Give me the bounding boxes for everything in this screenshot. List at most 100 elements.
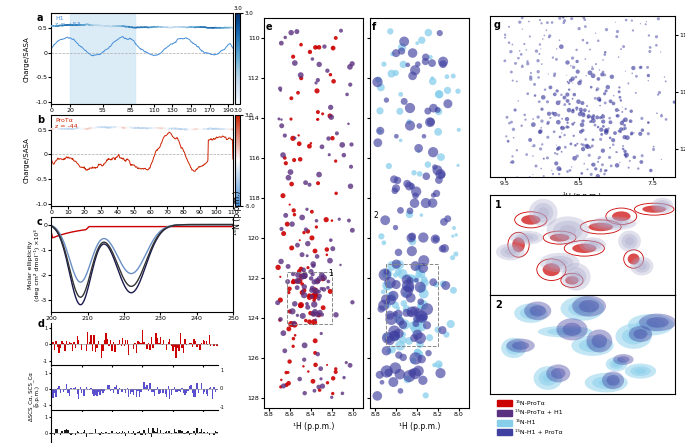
Point [147,23,158,31]
Point [553,112,564,119]
Point [114,124,125,131]
Point [345,81,356,88]
Point [174,23,185,31]
Point [106,23,117,30]
Point [150,124,161,132]
Point [283,380,294,387]
Point [166,125,177,132]
Point [123,23,134,30]
Point [53,23,64,30]
Point [547,109,558,117]
Point [62,21,73,28]
Bar [158,389,160,394]
Bar [78,389,79,399]
Point [297,214,308,221]
Point [94,22,105,29]
Point [203,24,214,31]
Y-axis label: Charge/SASA: Charge/SASA [24,138,29,183]
Point [421,173,432,180]
Point [298,266,309,273]
Point [390,185,401,192]
Point [542,154,553,161]
Point [595,136,606,143]
Point [430,236,441,243]
Point [185,126,196,133]
Point [386,315,397,323]
Point [114,23,125,30]
Point [214,125,225,132]
Bar [107,339,108,345]
Point [47,23,58,30]
Point [86,124,97,132]
Point [280,159,291,167]
Bar [143,430,145,433]
Point [337,141,348,148]
Point [525,33,536,40]
Point [405,207,416,214]
Point [308,292,319,299]
Point [103,124,114,131]
Point [64,125,75,132]
Bar [55,429,57,433]
Point [164,24,175,31]
Point [327,245,338,252]
Point [559,101,570,108]
Point [105,23,116,30]
Bar [139,431,140,433]
Point [279,154,290,161]
Point [378,61,389,68]
Point [560,144,571,151]
Point [286,221,297,228]
Bar [178,345,179,350]
Point [209,125,220,132]
Point [92,124,103,131]
Bar [99,433,101,435]
Point [91,22,102,29]
Point [84,21,95,28]
Point [199,23,210,31]
Point [128,124,139,132]
Point [627,27,638,34]
Point [588,161,599,168]
Bar [52,433,53,434]
Point [103,124,114,131]
Point [551,87,562,94]
Point [290,332,301,339]
Point [553,99,564,106]
Bar [125,433,127,436]
Point [549,128,560,135]
Bar [108,385,110,389]
Point [390,224,401,231]
Bar [386,264,438,346]
Point [280,212,291,219]
Ellipse shape [510,231,543,245]
Point [108,23,119,30]
Ellipse shape [500,246,521,258]
Point [223,24,234,31]
Point [291,278,302,285]
Point [212,125,223,132]
Ellipse shape [572,244,597,253]
Point [88,22,99,29]
Point [409,334,420,342]
Point [347,299,358,306]
Point [559,94,570,101]
Point [447,233,458,240]
Point [82,125,92,132]
Bar [187,389,188,391]
Point [108,124,119,131]
Point [586,161,597,168]
Point [616,46,627,53]
Point [565,62,576,69]
Point [129,124,140,132]
Bar [148,428,149,433]
Bar [154,389,155,396]
Point [139,23,150,31]
Point [141,23,152,31]
Point [210,125,221,132]
Point [125,124,136,131]
Point [559,17,570,24]
Point [559,124,570,132]
Point [173,23,184,30]
Point [512,147,523,154]
